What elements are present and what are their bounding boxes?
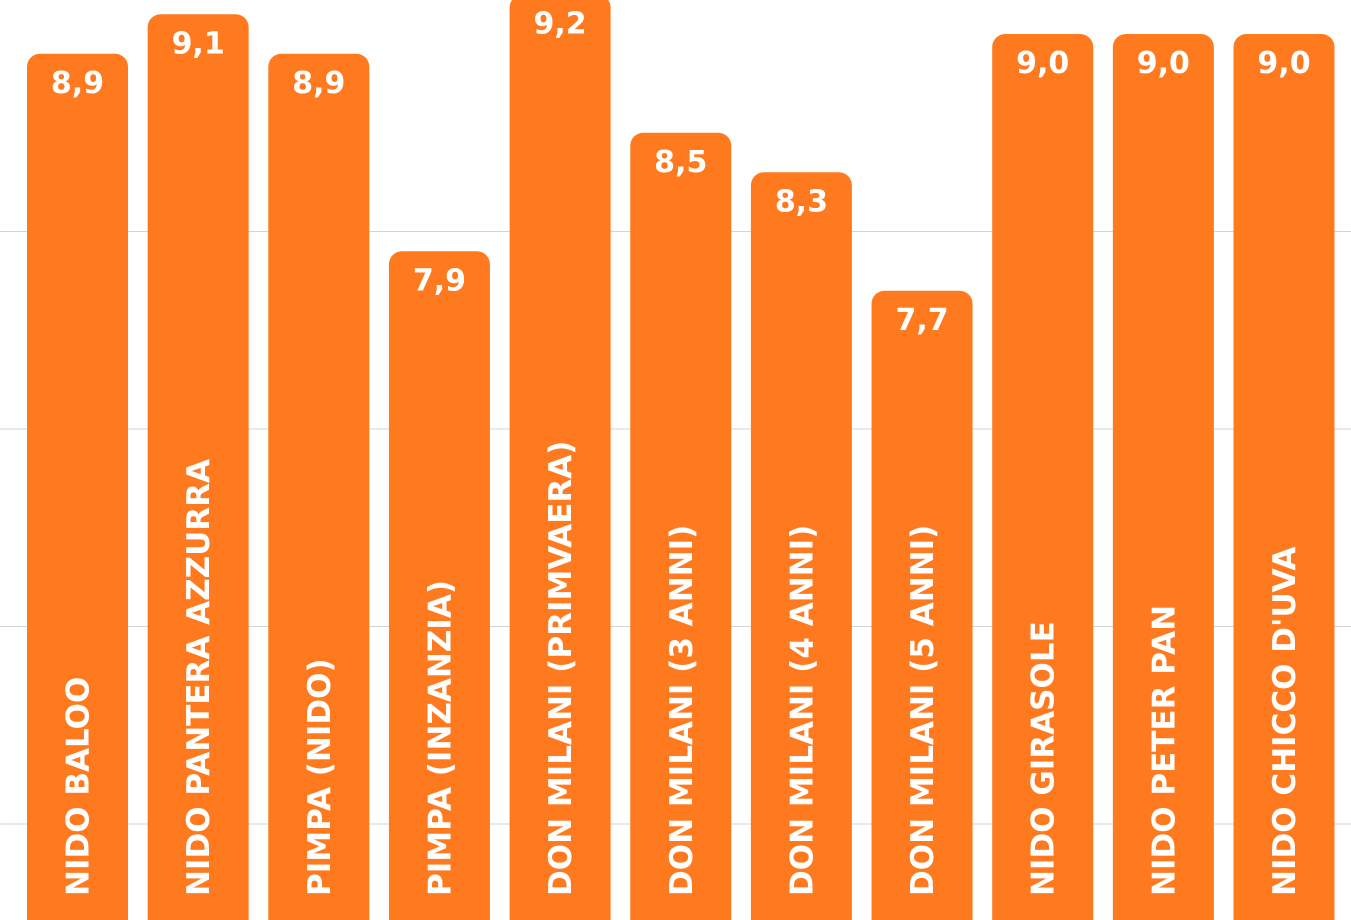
- category-label: DON MILANI (3 ANNI): [664, 525, 700, 896]
- category-label: DON MILANI (4 ANNI): [784, 525, 820, 896]
- bar: [268, 53, 370, 920]
- data-label: 8,9: [51, 66, 104, 101]
- data-label: 8,5: [654, 145, 707, 180]
- data-label: 9,0: [1137, 46, 1190, 81]
- bar: [630, 132, 732, 920]
- data-label: 9,0: [1016, 46, 1069, 81]
- data-label: 9,0: [1257, 46, 1310, 81]
- bar-group: 9,0 NIDO PETER PAN: [1112, 34, 1214, 920]
- data-label: 8,3: [775, 184, 828, 219]
- data-label: 7,7: [895, 303, 948, 338]
- bar: [388, 251, 490, 920]
- data-label: 8,9: [292, 66, 345, 101]
- bar: [1233, 34, 1335, 920]
- bars: 8,9 NIDO BALOO 9,1 NIDO PANTERA AZZURRA 8,9 P…: [27, 0, 1335, 920]
- category-label: DON MILANI (PRIMVAERA): [543, 441, 579, 896]
- bar-group: 9,0 NIDO CHICCO D'UVA: [1233, 34, 1335, 920]
- bar-group: 7,7 DON MILANI (5 ANNI): [871, 290, 973, 920]
- bar-group: 9,2 DON MILANI (PRIMVAERA): [509, 0, 611, 920]
- category-label: DON MILANI (5 ANNI): [905, 525, 941, 896]
- bar: [871, 290, 973, 920]
- bar-group: 9,0 NIDO GIRASOLE: [992, 34, 1094, 920]
- bar: [992, 34, 1094, 920]
- data-label: 9,1: [172, 26, 225, 61]
- category-label: PIMPA (NIDO): [302, 658, 338, 896]
- category-label: NIDO PANTERA AZZURRA: [181, 459, 217, 896]
- bar-group: 9,1 NIDO PANTERA AZZURRA: [147, 14, 249, 920]
- bar-group: 8,9 NIDO BALOO: [27, 53, 128, 920]
- bar-group: 7,9 PIMPA (INZANZIA): [388, 251, 490, 920]
- bar-group: 8,9 PIMPA (NIDO): [268, 53, 370, 920]
- data-label: 7,9: [413, 263, 466, 298]
- bar: [147, 14, 249, 920]
- bar: [27, 53, 128, 920]
- category-label: NIDO PETER PAN: [1146, 605, 1182, 896]
- category-label: NIDO BALOO: [61, 677, 97, 896]
- category-label: PIMPA (INZANZIA): [422, 580, 458, 896]
- bar-group: 8,3 DON MILANI (4 ANNI): [750, 172, 852, 920]
- bar: [750, 172, 852, 920]
- bar: [1112, 34, 1214, 920]
- category-label: NIDO GIRASOLE: [1026, 621, 1062, 896]
- bar: [509, 0, 611, 920]
- bar-group: 8,5 DON MILANI (3 ANNI): [630, 132, 732, 920]
- category-label: NIDO CHICCO D'UVA: [1267, 546, 1303, 896]
- data-label: 9,2: [534, 7, 587, 42]
